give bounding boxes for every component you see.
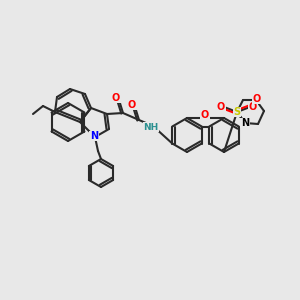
Text: O: O — [253, 94, 261, 104]
Text: NH: NH — [143, 122, 159, 131]
Text: N: N — [90, 131, 98, 141]
Text: O: O — [201, 110, 209, 120]
Text: O: O — [112, 93, 120, 103]
Text: N: N — [241, 118, 249, 128]
Text: O: O — [128, 100, 136, 110]
Text: O: O — [217, 102, 225, 112]
Text: O: O — [249, 102, 257, 112]
Text: S: S — [233, 107, 241, 117]
